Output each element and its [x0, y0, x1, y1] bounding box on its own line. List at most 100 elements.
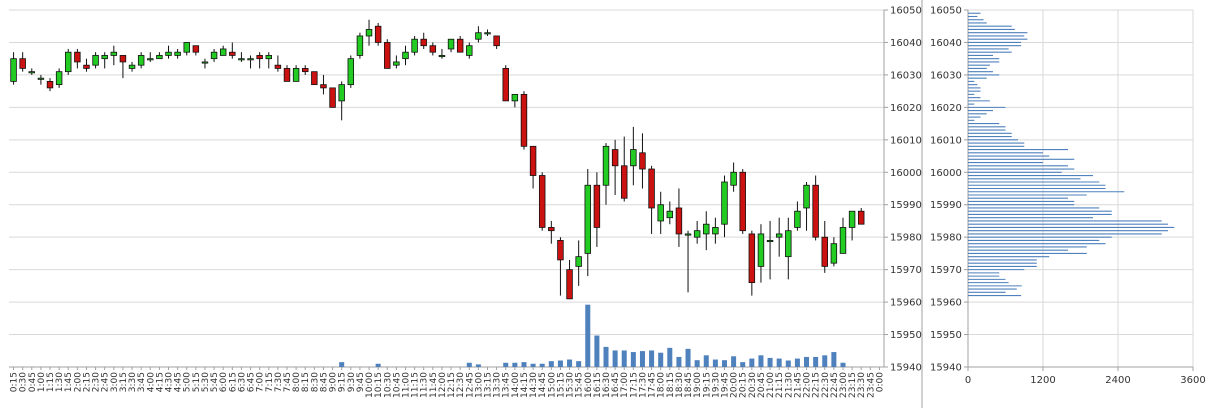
candle-up — [219, 48, 227, 56]
time-tick-label: 8:45 — [319, 372, 329, 392]
time-tick-label: 3:45 — [137, 372, 147, 392]
candle-down — [374, 25, 382, 43]
candle-up — [183, 42, 190, 53]
candle-down — [320, 84, 327, 89]
time-tick-label: 4:15 — [155, 372, 165, 392]
time-tick-label: 1:45 — [64, 372, 74, 392]
volume-profile-series — [968, 12, 1175, 297]
volume-bar — [339, 362, 345, 367]
time-tick-label: 14:15 — [520, 372, 530, 398]
time-tick-label: 7:30 — [274, 372, 284, 392]
profile-volume-tick-label: 0 — [965, 375, 971, 386]
price-tick-label: 16040 — [890, 38, 922, 49]
time-tick-label: 19:45 — [720, 372, 730, 398]
time-tick-label: 8:15 — [301, 372, 311, 392]
time-tick-label: 11:00 — [401, 372, 411, 398]
volume-bar — [594, 335, 600, 367]
volume-bar — [612, 350, 618, 367]
time-tick-label: 22:15 — [812, 372, 822, 398]
time-tick-label: 9:30 — [347, 372, 357, 392]
candle-down — [857, 210, 865, 225]
candle-up — [338, 84, 345, 102]
time-tick-label: 15:15 — [556, 372, 566, 398]
volume-bar — [667, 347, 673, 367]
candle-up — [848, 210, 856, 228]
volume-bar — [822, 355, 828, 367]
candle-down — [557, 240, 564, 261]
candle-up — [730, 171, 737, 186]
volume-bar — [539, 363, 545, 367]
time-tick-label: 6:30 — [237, 372, 247, 392]
candle-up — [37, 77, 45, 80]
candle-down — [529, 145, 537, 176]
profile-volume-tick-label: 3600 — [1180, 375, 1205, 386]
volume-bar — [776, 358, 782, 367]
time-tick-label: 19:15 — [702, 372, 712, 398]
time-tick-label: 13:15 — [484, 372, 494, 398]
candle-up — [785, 230, 792, 258]
candle-up — [238, 58, 245, 61]
volume-bar — [831, 352, 837, 367]
profile-price-tick-label: 15940 — [930, 363, 962, 374]
price-tick-label: 15940 — [890, 363, 922, 374]
candle-down — [648, 168, 655, 209]
candle-down — [502, 68, 509, 102]
candle-up — [511, 93, 519, 102]
time-tick-label: 20:00 — [730, 372, 740, 398]
candle-down — [548, 227, 555, 232]
volume-bar — [585, 304, 591, 367]
time-tick-label: 18:00 — [657, 372, 667, 398]
volume-bar — [375, 363, 381, 367]
candle-up — [55, 71, 63, 86]
candle-down — [19, 58, 26, 69]
candle-down — [384, 42, 391, 69]
time-tick-label: 2:00 — [73, 372, 83, 392]
candle-down — [739, 171, 746, 232]
candlestick-series — [10, 19, 865, 300]
time-tick-label: 2:30 — [92, 372, 102, 392]
candle-down — [420, 38, 427, 47]
candle-up — [10, 58, 17, 82]
time-tick-label: 7:45 — [283, 372, 293, 392]
candle-down — [611, 149, 619, 167]
candle-up — [137, 55, 145, 66]
candle-up — [794, 210, 801, 228]
volume-series — [339, 304, 846, 367]
candle-down — [748, 233, 756, 284]
time-tick-label: 14:00 — [511, 372, 521, 398]
price-tick-label: 16000 — [890, 168, 922, 179]
time-tick-label: 6:15 — [228, 372, 238, 392]
time-tick-label: 12:15 — [447, 372, 457, 398]
candle-down — [83, 64, 90, 69]
time-tick-label: 9:15 — [338, 372, 348, 392]
price-tick-label: 16050 — [890, 6, 922, 17]
time-tick-label: 22:30 — [821, 372, 831, 398]
candle-up — [365, 29, 373, 37]
time-tick-label: 3:15 — [119, 372, 129, 392]
profile-price-tick-label: 16020 — [930, 103, 962, 114]
profile-volume-tick-label: 2400 — [1105, 375, 1130, 386]
profile-price-tick-label: 16030 — [930, 70, 962, 81]
time-tick-label: 17:30 — [638, 372, 648, 398]
candle-down — [119, 55, 127, 63]
time-tick-label: 23:30 — [857, 372, 867, 398]
time-tick-label: 0:00 — [875, 372, 885, 392]
time-tick-label: 10:45 — [392, 372, 402, 398]
volume-bar — [685, 348, 691, 367]
time-tick-label: 15:00 — [547, 372, 557, 398]
candle-down — [74, 51, 81, 63]
time-tick-label: 16:00 — [584, 372, 594, 398]
volume-bar — [658, 352, 664, 367]
time-tick-label: 11:45 — [429, 372, 439, 398]
time-tick-label: 6:00 — [219, 372, 229, 392]
volume-bar — [530, 363, 536, 367]
time-tick-label: 0:15 — [10, 372, 20, 392]
candle-up — [411, 38, 418, 53]
volume-bar — [512, 362, 518, 367]
volume-bar — [804, 356, 810, 367]
profile-price-tick-label: 15960 — [930, 298, 962, 309]
time-tick-label: 8:00 — [292, 372, 302, 392]
profile-volume-tick-label: 1200 — [1030, 375, 1055, 386]
profile-gridlines — [921, 0, 1194, 408]
